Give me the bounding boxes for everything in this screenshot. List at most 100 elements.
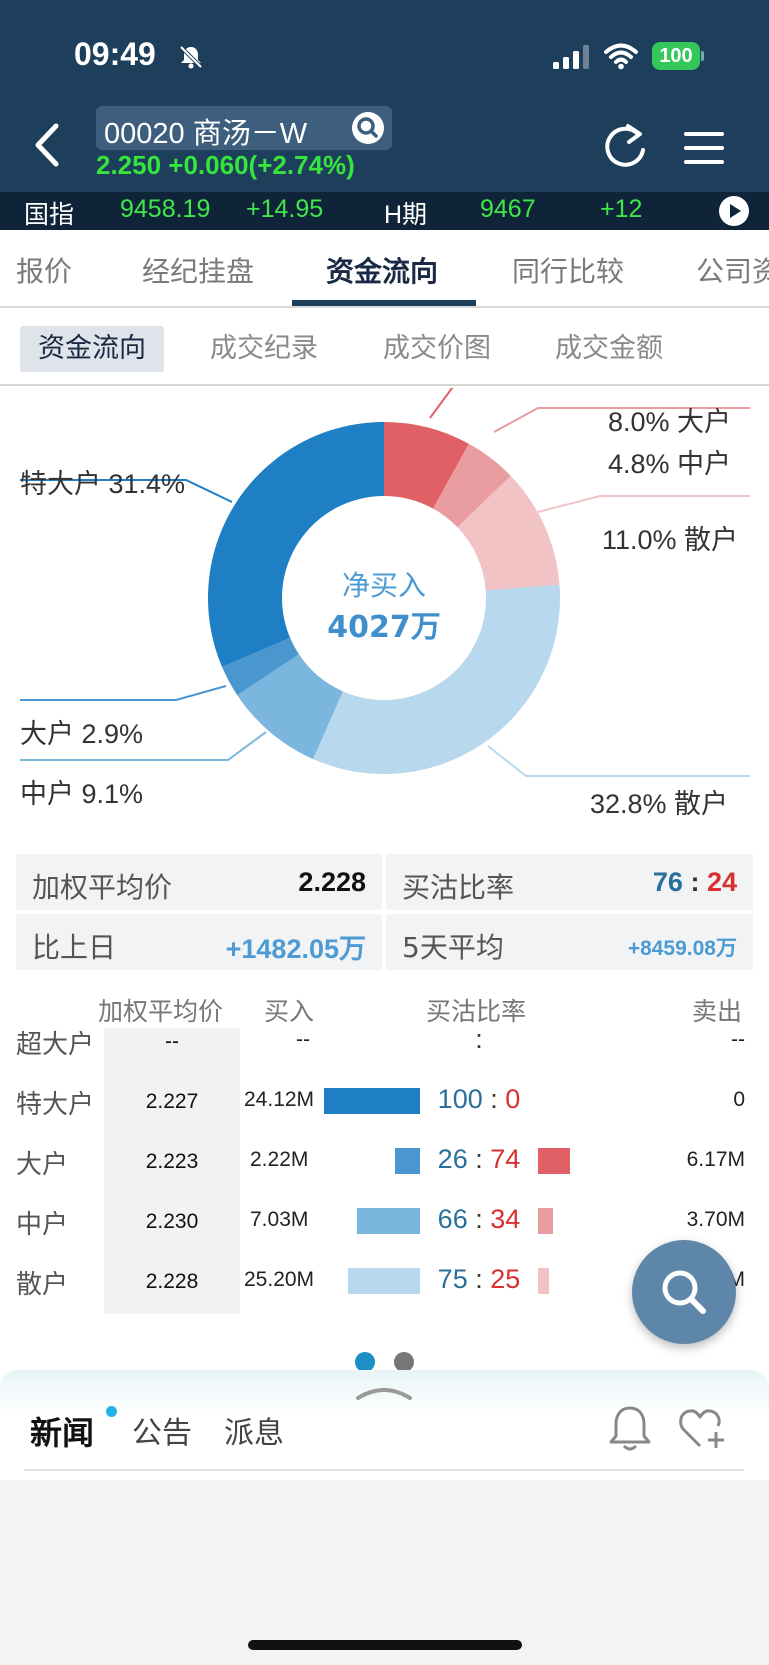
refresh-button[interactable] — [600, 120, 650, 172]
active-tab-indicator — [292, 300, 476, 306]
slice-label-large-buy: 大户 2.9% — [20, 719, 144, 749]
row-ratio-sell: 0 — [505, 1084, 521, 1114]
row-ratio-separator: : — [475, 1264, 483, 1294]
news-tab-announcements[interactable]: 公告 — [132, 1416, 192, 1451]
slice-label-retail-sell: 11.0% 散户 — [602, 525, 739, 555]
donut-slice[interactable] — [237, 654, 343, 760]
subtab-money-flow[interactable]: 资金流向 — [20, 326, 164, 372]
futures-value: 9467 — [480, 195, 536, 223]
row-buy-amount: 7.03M — [250, 1208, 309, 1231]
page-dot-active[interactable] — [355, 1352, 375, 1372]
five-day-avg-value: +8459.08万 — [627, 937, 737, 960]
header-bar: 09:49 100 00020 商汤－W — [0, 0, 769, 192]
stock-search-button[interactable] — [352, 112, 384, 144]
row-ratio-separator: : — [475, 1024, 483, 1054]
tab-peer-compare[interactable]: 同行比较 — [512, 255, 625, 288]
index-label: 国指 — [24, 201, 75, 229]
tab-quote[interactable]: 报价 — [16, 255, 73, 288]
index-value: 9458.19 — [120, 195, 211, 223]
row-buy-amount: 2.22M — [250, 1148, 309, 1171]
row-buy-bar — [357, 1208, 420, 1234]
row-ratio: 66 : 34 — [394, 1204, 564, 1235]
donut-slice[interactable] — [313, 584, 560, 774]
slice-label-medium-sell: 4.8% 中户 — [608, 449, 732, 479]
main-tabs: 报价 经纪挂盘 资金流向 同行比较 公司资 — [0, 230, 769, 308]
leader-line — [20, 731, 267, 761]
menu-button[interactable] — [684, 128, 724, 168]
search-icon — [357, 117, 378, 138]
buy-sell-ratio-label: 买沽比率 — [402, 871, 515, 904]
tab-broker-queue[interactable]: 经纪挂盘 — [142, 255, 255, 288]
money-flow-donut: 8.0% 大户 4.8% 中户 11.0% 散户 32.8% 散户 中户 9.1… — [0, 388, 769, 828]
summary-panel: 加权平均价 2.228 买沽比率 76 : 24 比上日 +1482.05万 5… — [16, 854, 753, 970]
tab-money-flow[interactable]: 资金流向 — [326, 255, 439, 288]
vs-prev-day-value: +1482.05万 — [225, 934, 366, 964]
five-day-avg-cell: 5天平均 +8459.08万 — [386, 914, 753, 970]
donut-chart[interactable] — [0, 388, 769, 828]
futures-label: H期 — [384, 201, 428, 229]
subtab-trade-records[interactable]: 成交纪录 — [210, 333, 318, 364]
row-ratio: 100 : 0 — [394, 1084, 564, 1115]
row-ratio-separator: : — [490, 1084, 498, 1114]
unread-dot — [106, 1406, 117, 1417]
news-tab-dividends[interactable]: 派息 — [224, 1416, 284, 1451]
row-ratio-buy: 100 — [437, 1084, 483, 1114]
leader-line — [20, 685, 227, 701]
row-ratio: 26 : 74 — [394, 1144, 564, 1175]
news-divider — [24, 1469, 744, 1471]
weighted-avg-column — [104, 1028, 240, 1314]
leader-line — [20, 479, 233, 503]
row-weighted-avg: 2.230 — [145, 1210, 199, 1233]
row-ratio-buy: 66 — [437, 1204, 468, 1234]
row-ratio-buy: 75 — [437, 1264, 468, 1294]
floating-search-button[interactable] — [632, 1240, 736, 1344]
donut-slice[interactable] — [457, 475, 560, 591]
back-button[interactable] — [30, 122, 64, 168]
add-favorite-icon[interactable] — [678, 1406, 730, 1450]
subtab-price-chart[interactable]: 成交价图 — [383, 333, 491, 364]
row-ratio: 75 : 25 — [394, 1264, 564, 1295]
row-ratio-sell: 25 — [490, 1264, 521, 1294]
slice-label-xlarge-buy: 特大户 31.4% — [20, 469, 186, 499]
slice-label-large-sell: 8.0% 大户 — [608, 407, 732, 437]
row-weighted-avg: 2.227 — [145, 1090, 199, 1113]
donut-slice[interactable] — [222, 637, 299, 696]
ticker-play-button[interactable] — [719, 196, 749, 226]
row-ratio: : — [394, 1024, 564, 1055]
row-sell-amount: 0 — [733, 1088, 745, 1111]
weighted-avg-label: 加权平均价 — [32, 871, 173, 904]
buy-sell-ratio-value: 76 : 24 — [653, 867, 737, 898]
net-buy-label: 净买入 — [341, 569, 426, 602]
play-icon — [730, 204, 741, 218]
donut-slice[interactable] — [433, 443, 511, 528]
index-ticker[interactable]: 国指 9458.19 +14.95 H期 9467 +12 — [0, 192, 769, 230]
home-indicator[interactable] — [248, 1640, 522, 1650]
stock-selector[interactable]: 00020 商汤－W — [96, 106, 392, 150]
news-tab-news[interactable]: 新闻 — [30, 1414, 95, 1452]
ratio-sell: 24 — [706, 867, 737, 897]
subtab-turnover[interactable]: 成交金额 — [555, 333, 663, 364]
index-change: +14.95 — [246, 195, 324, 223]
page-dot[interactable] — [394, 1352, 414, 1372]
weighted-avg-cell: 加权平均价 2.228 — [16, 854, 382, 910]
row-label: 中户 — [16, 1210, 69, 1240]
row-label: 散户 — [16, 1270, 69, 1300]
row-ratio-separator: : — [475, 1204, 483, 1234]
row-sell-bar — [538, 1268, 549, 1294]
alert-bell-icon[interactable] — [608, 1404, 652, 1454]
donut-slice[interactable] — [207, 422, 384, 667]
expand-handle-icon[interactable] — [354, 1382, 414, 1402]
row-sell-bar — [538, 1208, 553, 1234]
search-icon — [662, 1270, 706, 1314]
donut-slice[interactable] — [384, 422, 469, 509]
buy-sell-ratio-cell: 买沽比率 76 : 24 — [386, 854, 753, 910]
empty-news-area — [0, 1480, 769, 1665]
header-sell: 卖出 — [692, 997, 743, 1026]
bell-muted-icon — [179, 45, 203, 69]
row-buy-bar — [348, 1268, 420, 1294]
breakdown-table: 加权平均价 买入 买沽比率 卖出 超大户 -- -- -- : 特大户 2.227 24.… — [0, 986, 769, 1316]
row-weighted-avg: 2.228 — [145, 1270, 199, 1293]
price-change: 2.250 +0.060(+2.74%) — [96, 150, 355, 180]
tab-company-info[interactable]: 公司资 — [696, 255, 769, 288]
